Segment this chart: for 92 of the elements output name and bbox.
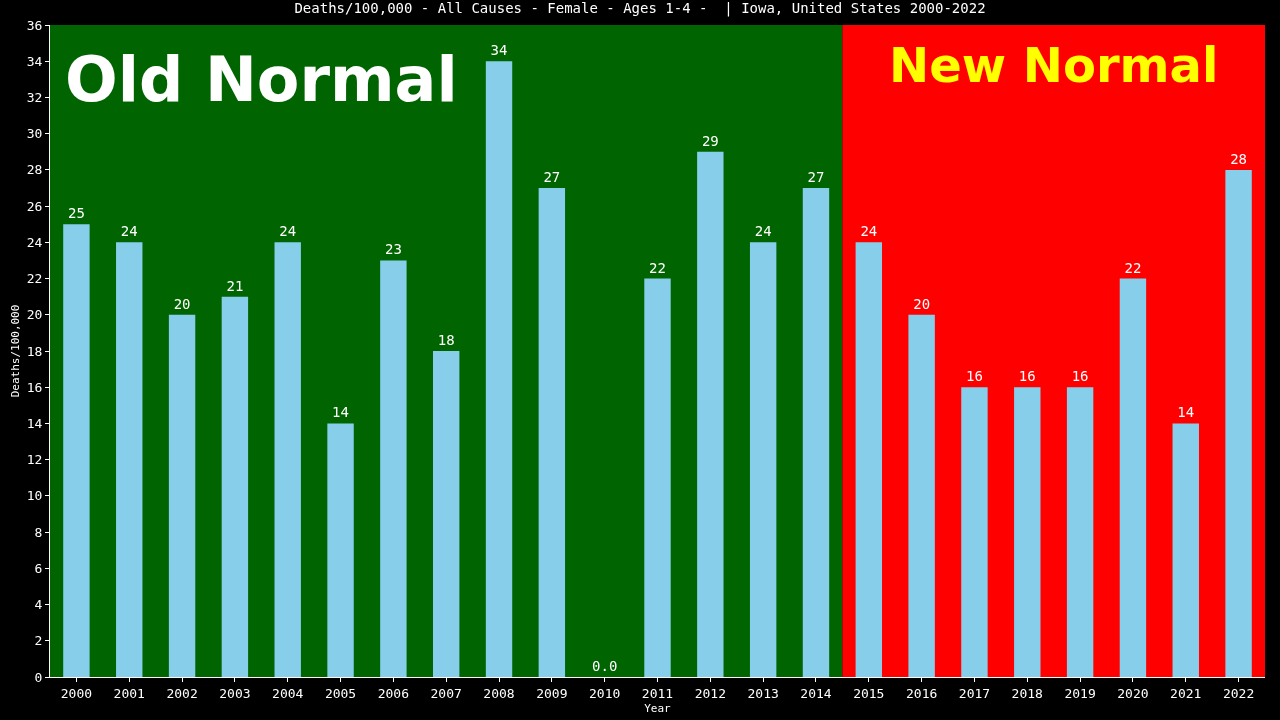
bar [1014,387,1041,677]
bar [749,242,777,677]
x-tick-label: 2006 [377,685,410,701]
bar [168,314,196,677]
y-tick-label: 12 [26,452,43,468]
band-label: New Normal [889,37,1219,93]
data-label: 18 [437,332,455,348]
data-label: 22 [649,259,666,276]
x-axis-title: Year [644,701,672,715]
data-label: 28 [1230,150,1248,167]
data-label: 24 [860,223,878,240]
bar [432,351,460,677]
data-label: 20 [173,295,191,312]
x-tick-label: 2015 [853,685,885,701]
bar [116,242,143,677]
bar [644,278,671,677]
y-tick-label: 14 [26,415,43,431]
y-tick-label: 24 [26,234,43,250]
bar [855,242,883,677]
y-tick-label: 0 [34,669,43,685]
bar [1066,387,1094,677]
bar [802,188,830,677]
x-tick-label: 2016 [905,685,938,701]
bar [1225,169,1252,677]
bar [327,423,354,677]
y-tick-label: 28 [26,162,43,178]
data-label: 27 [807,169,825,185]
y-tick-label: 22 [26,271,43,287]
x-tick-label: 2009 [536,685,568,701]
data-label: 25 [67,205,85,222]
bar [380,260,407,677]
data-label: 24 [279,223,297,240]
bar [63,224,90,677]
x-tick-label: 2000 [60,685,93,701]
data-label: 24 [754,223,772,240]
y-tick-label: 8 [34,524,43,540]
y-tick-label: 20 [26,307,43,323]
x-tick-label: 2017 [958,685,991,701]
y-tick-label: 36 [26,17,43,33]
x-tick-label: 2018 [1011,685,1043,701]
x-tick-label: 2010 [589,685,621,701]
data-label: 16 [1018,368,1036,385]
y-tick-label: 16 [26,379,43,395]
x-tick-label: 2004 [272,685,304,701]
data-label: 21 [226,277,244,294]
x-tick-label: 2005 [324,685,357,701]
x-tick-label: 2011 [641,685,674,701]
data-label: 14 [332,404,349,421]
data-label: 34 [490,42,508,59]
y-tick-label: 18 [26,343,43,359]
bar [221,296,249,677]
x-tick-label: 2012 [694,685,726,701]
bar [274,242,301,677]
y-tick-label: 26 [26,198,43,214]
x-tick-label: 2003 [219,685,251,701]
y-tick-label: 4 [34,597,43,613]
bar [1172,423,1199,677]
chart-title: Deaths/100,000 - All Causes - Female - Ages 1-4 - | Iowa, United States 2000-2022 [294,0,986,18]
bar [908,314,935,677]
x-tick-label: 2020 [1117,685,1149,701]
data-label: 0.0 [592,658,618,674]
bar [538,188,566,677]
y-axis-title: Deaths/100,000 [9,304,23,398]
y-tick-label: 10 [26,488,43,504]
x-tick-label: 2002 [166,685,198,701]
x-tick-label: 2019 [1064,685,1096,701]
data-label: 24 [120,223,138,240]
data-label: 14 [1177,404,1195,421]
data-label: 29 [701,132,719,149]
y-tick-label: 32 [26,89,43,105]
y-tick-label: 34 [26,53,43,69]
x-tick-label: 2013 [747,685,779,701]
y-tick-label: 30 [26,126,43,142]
x-tick-label: 2014 [800,685,832,701]
x-tick-label: 2021 [1170,685,1202,701]
data-label: 27 [543,169,561,185]
bar [697,151,724,677]
data-label: 23 [384,241,402,258]
x-tick-label: 2001 [113,685,145,701]
data-label: 16 [966,368,983,385]
data-label: 16 [1071,368,1089,385]
data-label: 22 [1124,259,1142,276]
y-tick-label: 6 [34,560,43,576]
data-label: 20 [913,295,931,312]
bar [961,387,988,677]
band-label: Old Normal [65,43,458,116]
x-tick-label: 2022 [1222,685,1255,701]
x-tick-label: 2008 [483,685,515,701]
bar [485,61,513,677]
bar [1119,278,1147,677]
y-tick-label: 2 [34,633,43,649]
x-tick-label: 2007 [430,685,462,701]
